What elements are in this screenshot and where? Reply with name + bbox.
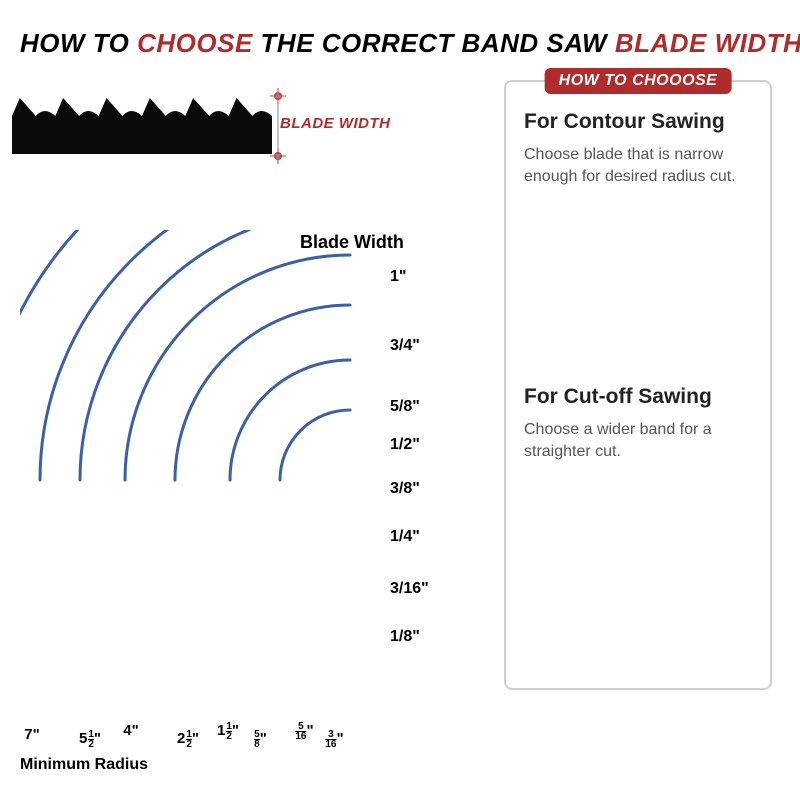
min-radius-value: 112"	[217, 722, 239, 741]
min-radius-value: 7"	[24, 726, 39, 743]
min-radius-value: 4"	[123, 722, 138, 739]
arc-diagram	[20, 230, 500, 750]
blade-width-value: 1/4"	[390, 528, 420, 546]
title-mid: THE CORRECT BAND SAW	[253, 28, 615, 58]
title-accent-1: CHOOSE	[137, 28, 253, 58]
panel-section-contour: For Contour Sawing Choose blade that is …	[506, 82, 770, 197]
min-radius-value: 512"	[79, 730, 101, 749]
panel-body-cutoff: Choose a wider band for a straighter cut…	[524, 419, 752, 462]
panel-section-cutoff: For Cut-off Sawing Choose a wider band f…	[506, 357, 770, 472]
blade-width-value: 3/8"	[390, 480, 420, 498]
blade-width-value: 3/16"	[390, 580, 429, 598]
panel-body-contour: Choose blade that is narrow enough for d…	[524, 144, 752, 187]
panel-badge: HOW TO CHOOOSE	[545, 68, 732, 94]
title-pre: HOW TO	[20, 28, 137, 58]
info-panel: HOW TO CHOOOSE For Contour Sawing Choose…	[504, 80, 772, 690]
panel-gap	[506, 197, 770, 357]
page-title: HOW TO CHOOSE THE CORRECT BAND SAW BLADE…	[20, 28, 780, 59]
min-radius-value: 212"	[177, 730, 199, 749]
arc-svg	[20, 230, 500, 750]
blade-width-value: 5/8"	[390, 398, 420, 416]
min-radius-heading: Minimum Radius	[20, 756, 148, 774]
blade-width-value: 1"	[390, 268, 406, 286]
min-radius-value: 316"	[324, 730, 343, 749]
panel-heading-contour: For Contour Sawing	[524, 110, 752, 134]
blade-width-label: BLADE WIDTH	[280, 115, 391, 132]
min-radius-value: 58"	[253, 730, 267, 749]
panel-heading-cutoff: For Cut-off Sawing	[524, 385, 752, 409]
min-radius-value: 516"	[294, 722, 313, 741]
title-accent-2: BLADE WIDTH	[615, 28, 800, 58]
blade-width-value: 1/2"	[390, 436, 420, 454]
blade-width-value: 1/8"	[390, 628, 420, 646]
blade-width-value: 3/4"	[390, 337, 420, 355]
blade-svg	[12, 80, 422, 190]
